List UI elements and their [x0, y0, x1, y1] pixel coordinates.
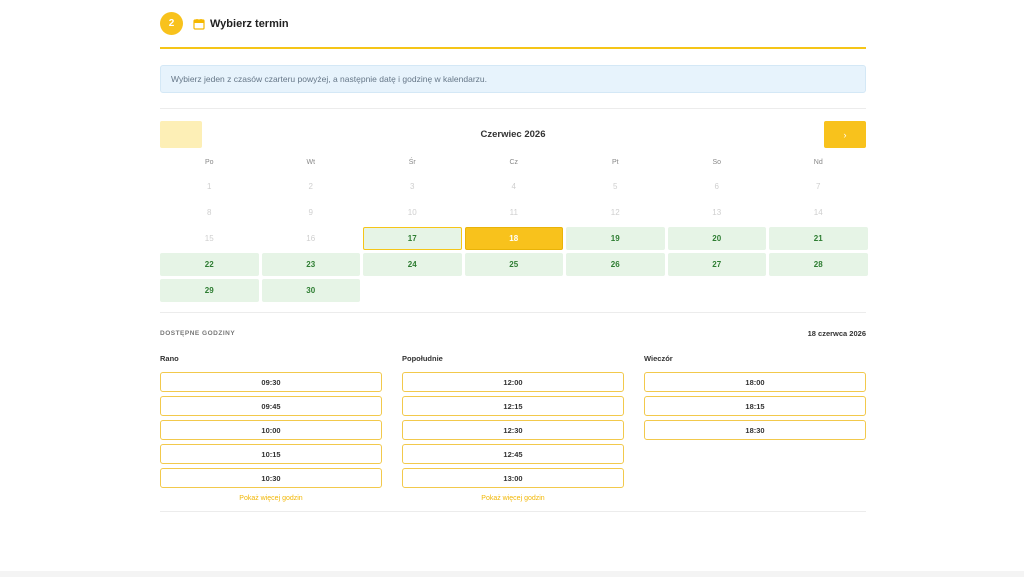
time-slot-button[interactable]: 09:45 [160, 396, 382, 416]
calendar-day[interactable]: 25 [464, 253, 563, 276]
time-slot-button[interactable]: 18:15 [644, 396, 866, 416]
divider [160, 108, 866, 109]
step-header: 2 Wybierz termin [160, 0, 866, 49]
divider [160, 312, 866, 313]
step-number-badge: 2 [160, 12, 183, 35]
time-slot-button[interactable]: 12:45 [402, 444, 624, 464]
calendar-day[interactable]: 22 [160, 253, 259, 276]
calendar-day: 9 [308, 208, 313, 217]
calendar-day: 11 [509, 208, 518, 217]
time-slot-button[interactable]: 10:15 [160, 444, 382, 464]
available-hours-title: DOSTĘPNE GODZINY [160, 329, 236, 337]
calendar-day: 13 [712, 208, 722, 217]
calendar-day[interactable]: 26 [566, 253, 665, 276]
weekday-label: So [712, 159, 722, 166]
next-month-button[interactable]: › [824, 121, 866, 148]
selected-date-label: 18 czerwca 2026 [807, 328, 866, 338]
calendar-day[interactable]: 17 [363, 227, 462, 250]
calendar-day: 4 [511, 182, 516, 191]
calendar-day[interactable]: 30 [261, 279, 360, 302]
weekday-label: Cz [509, 159, 519, 166]
time-slot-button[interactable]: 10:00 [160, 420, 382, 440]
calendar-day[interactable]: 21 [769, 227, 868, 250]
time-slot-button[interactable]: 13:00 [402, 468, 624, 488]
calendar-day: 14 [813, 208, 823, 217]
weekday-label: Nd [813, 159, 823, 166]
divider [160, 511, 866, 512]
time-slot-button[interactable]: 18:00 [644, 372, 866, 392]
time-column-evening: Wieczór 18:00 18:15 18:30 [644, 354, 866, 505]
calendar-day: 5 [613, 182, 618, 191]
column-title: Wieczór [644, 354, 673, 363]
calendar-day[interactable]: 29 [160, 279, 259, 302]
calendar-day[interactable]: 20 [667, 227, 766, 250]
time-column-morning: Rano 09:30 09:45 10:00 10:15 10:30 Pokaż… [160, 354, 382, 505]
column-title: Popołudnie [402, 354, 443, 363]
time-slot-button[interactable]: 12:00 [402, 372, 624, 392]
step-title: Wybierz termin [210, 17, 289, 30]
calendar-day: 10 [407, 208, 417, 217]
calendar-day[interactable]: 23 [261, 253, 360, 276]
calendar-nav: Czerwiec 2026 › [160, 121, 866, 148]
weekday-header: Po Wt Śr Cz Pt So Nd [160, 156, 866, 169]
calendar-day[interactable]: 28 [769, 253, 868, 276]
calendar-day: 7 [816, 182, 821, 191]
calendar-day: 3 [410, 182, 415, 191]
column-title: Rano [160, 354, 179, 363]
time-column-afternoon: Popołudnie 12:00 12:15 12:30 12:45 13:00… [402, 354, 624, 505]
time-slot-columns: Rano 09:30 09:45 10:00 10:15 10:30 Pokaż… [160, 354, 866, 505]
calendar-day: 6 [714, 182, 719, 191]
info-message: Wybierz jeden z czasów czarteru powyżej,… [160, 65, 866, 93]
hours-header: DOSTĘPNE GODZINY 18 czerwca 2026 [160, 327, 866, 339]
weekday-label: Pt [611, 159, 619, 166]
calendar-day[interactable]: 24 [363, 253, 462, 276]
calendar-day: 8 [207, 208, 212, 217]
weekday-label: Śr [408, 159, 416, 166]
calendar-icon [193, 18, 205, 30]
month-title: Czerwiec 2026 [480, 129, 546, 140]
prev-month-button[interactable] [160, 121, 202, 148]
calendar-day: 16 [306, 234, 316, 243]
booking-step: 2 Wybierz termin Wybierz jeden z czasów … [160, 0, 868, 512]
calendar-day[interactable]: 27 [667, 253, 766, 276]
time-slot-button[interactable]: 12:30 [402, 420, 624, 440]
time-slot-button[interactable]: 09:30 [160, 372, 382, 392]
show-more-hours-link[interactable]: Pokaż więcej godzin [239, 495, 303, 502]
weekday-label: Wt [306, 159, 316, 166]
time-slot-button[interactable]: 12:15 [402, 396, 624, 416]
time-slot-button[interactable]: 10:30 [160, 468, 382, 488]
calendar-day: 15 [204, 234, 214, 243]
calendar-day[interactable]: 18 [464, 227, 563, 250]
show-more-hours-link[interactable]: Pokaż więcej godzin [481, 495, 545, 502]
calendar-day[interactable]: 19 [566, 227, 665, 250]
weekday-label: Po [204, 159, 214, 166]
calendar-day: 2 [308, 182, 313, 191]
calendar-days-grid: 1 2 3 4 5 6 7 8 9 10 11 12 13 14 15 16 17 18 19 20 21 22 23 24 2… [160, 175, 868, 302]
page-footer-strip [0, 571, 1024, 577]
calendar-day: 12 [610, 208, 620, 217]
time-slot-button[interactable]: 18:30 [644, 420, 866, 440]
calendar-day: 1 [207, 182, 212, 191]
